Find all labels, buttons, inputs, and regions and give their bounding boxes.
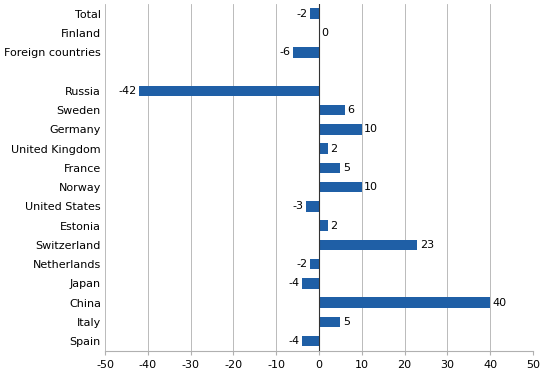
Text: -4: -4 (288, 336, 299, 346)
Text: 2: 2 (330, 144, 337, 154)
Bar (319, 124, 362, 135)
Text: 6: 6 (347, 105, 354, 115)
Text: 10: 10 (364, 182, 378, 192)
Text: -2: -2 (296, 259, 308, 269)
Bar (319, 163, 341, 173)
Bar (319, 143, 327, 154)
Bar (293, 47, 319, 58)
Text: 40: 40 (493, 298, 507, 308)
Text: 10: 10 (364, 124, 378, 134)
Text: -4: -4 (288, 278, 299, 288)
Bar (319, 297, 490, 308)
Bar (319, 240, 417, 250)
Text: 23: 23 (420, 240, 434, 250)
Bar (306, 201, 319, 212)
Bar (319, 182, 362, 192)
Text: 0: 0 (322, 28, 329, 38)
Bar (319, 105, 344, 116)
Bar (311, 9, 319, 19)
Text: -6: -6 (280, 47, 290, 57)
Text: -3: -3 (293, 201, 304, 211)
Text: 2: 2 (330, 221, 337, 231)
Bar (302, 278, 319, 289)
Text: -42: -42 (119, 86, 137, 96)
Bar (139, 86, 319, 96)
Bar (319, 220, 327, 231)
Text: 5: 5 (343, 163, 350, 173)
Text: 5: 5 (343, 317, 350, 327)
Bar (311, 259, 319, 269)
Bar (319, 317, 341, 327)
Text: -2: -2 (296, 9, 308, 19)
Bar (302, 336, 319, 346)
